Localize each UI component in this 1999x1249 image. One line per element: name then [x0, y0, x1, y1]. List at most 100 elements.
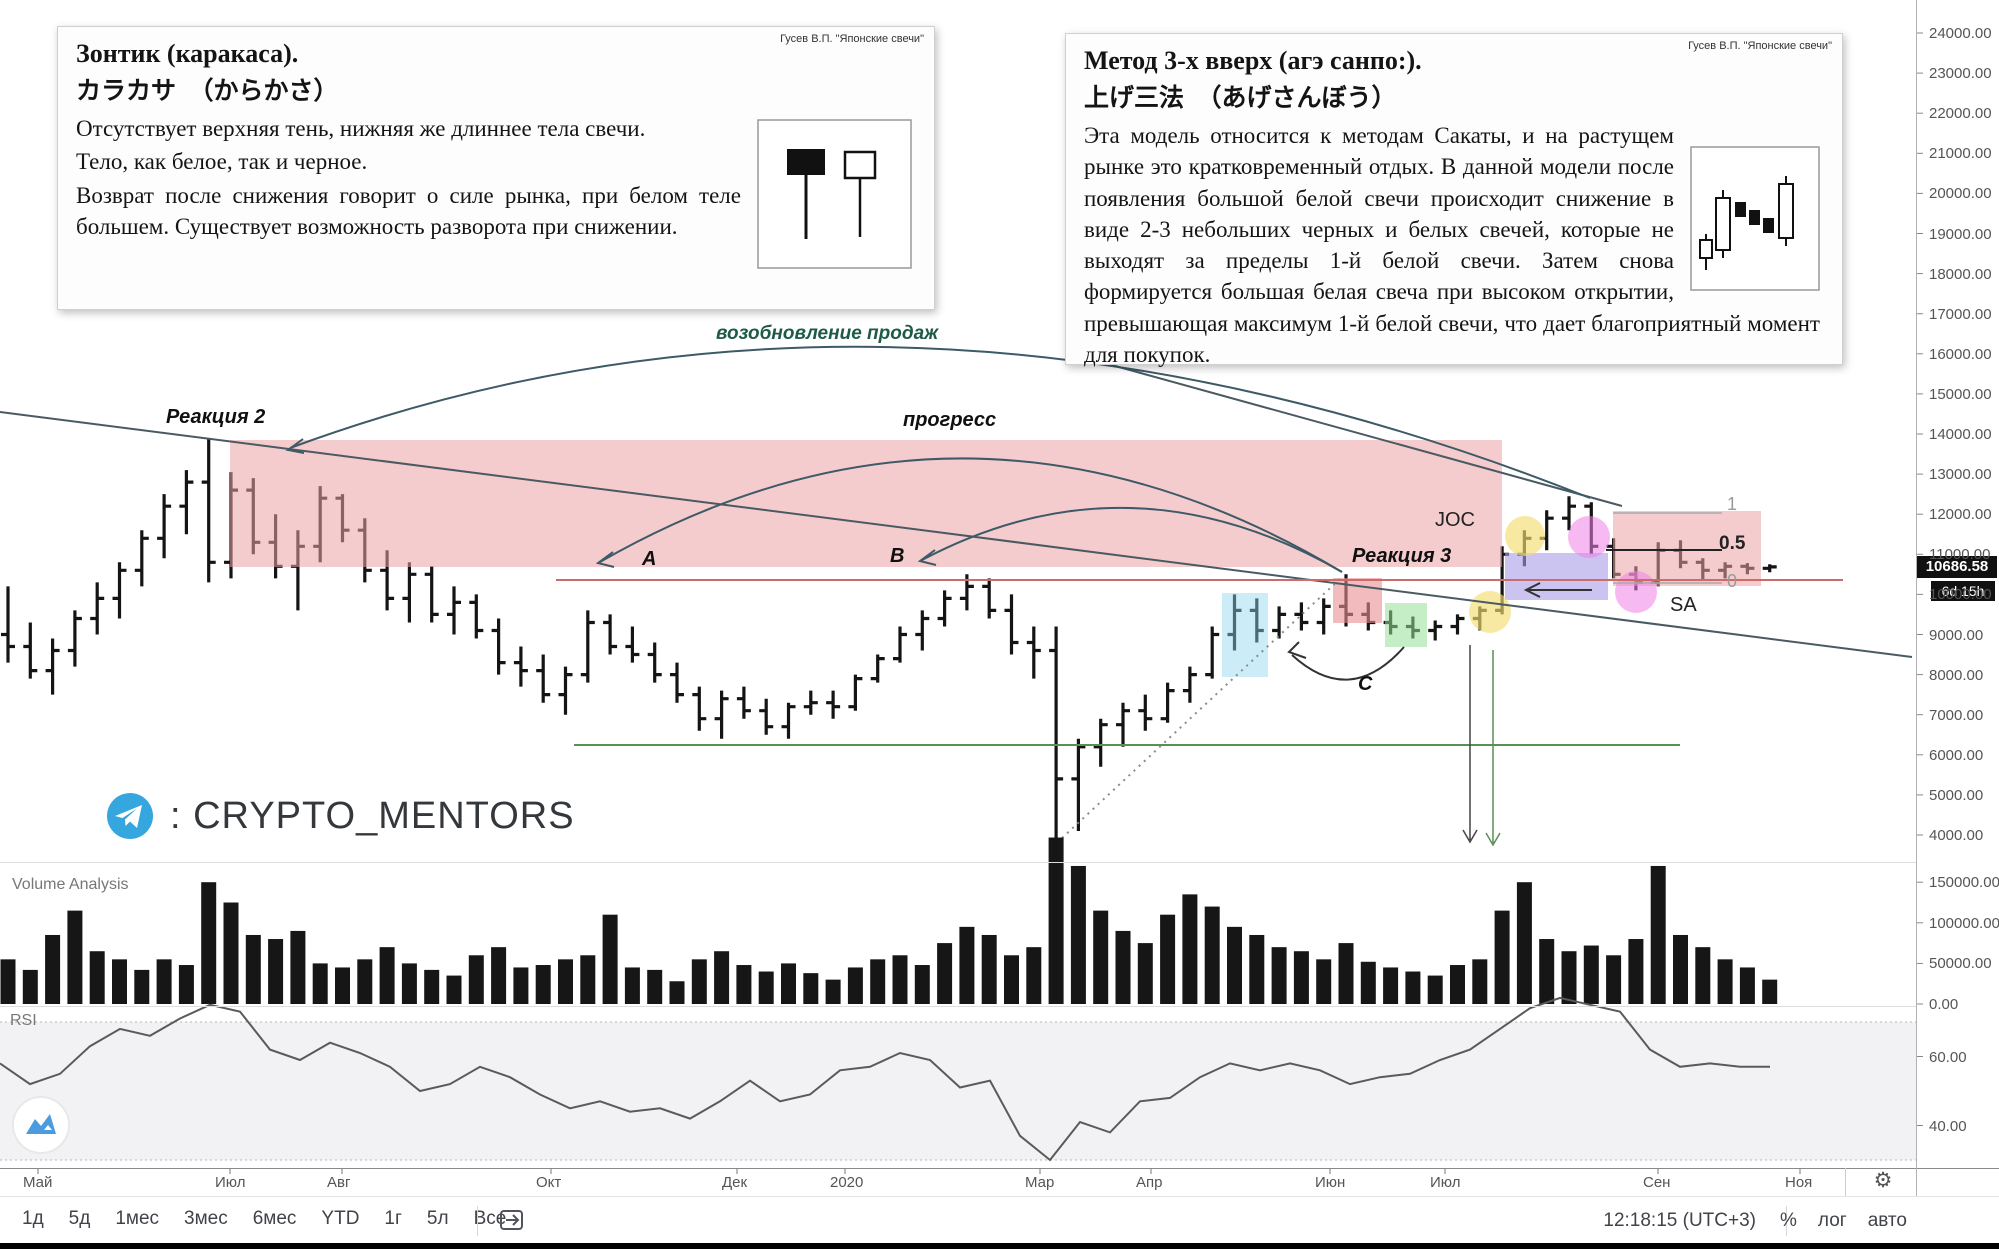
note1-paragraph: Отсутствует верхняя тень, нижняя же длин…	[76, 116, 646, 141]
volume-bar	[1673, 934, 1688, 1004]
range-button-5л[interactable]: 5л	[426, 1208, 449, 1229]
arrow-left-purple-box	[1523, 582, 1592, 598]
range-button-3мес[interactable]: 3мес	[184, 1208, 228, 1229]
volume-bar	[1070, 865, 1086, 1004]
range-button-1д[interactable]: 1д	[22, 1208, 44, 1229]
pane-separator[interactable]	[0, 862, 1916, 863]
price-tick-label: 13000.00	[1929, 466, 1992, 484]
pane-separator[interactable]	[0, 1006, 1916, 1007]
volume-bar	[1360, 961, 1376, 1004]
volume-bar	[401, 963, 417, 1004]
volume-bar	[312, 963, 328, 1004]
time-tick-label: Сен	[1643, 1174, 1671, 1191]
trendline-2	[1107, 363, 1623, 507]
volume-bar	[1271, 947, 1287, 1004]
karakasa-diagram	[757, 119, 912, 269]
highlight-circle	[1505, 516, 1545, 556]
volume-bar	[357, 959, 373, 1004]
price-tick-label: 11000.00	[1929, 546, 1991, 564]
volume-bar	[22, 969, 38, 1004]
price-tick-label: 6000.00	[1929, 746, 1984, 764]
arc-C	[1287, 641, 1405, 681]
green-zone	[1385, 603, 1427, 647]
price-tick-label: 19000.00	[1929, 225, 1992, 243]
time-tick-label: 2020	[830, 1174, 864, 1191]
volume-bar	[1606, 955, 1622, 1004]
price-tick-label: 14000.00	[1929, 426, 1992, 443]
session-clock[interactable]: 12:18:15 (UTC+3)	[1603, 1210, 1756, 1231]
volume-bar	[758, 971, 774, 1004]
range-button-5д[interactable]: 5д	[68, 1208, 91, 1229]
volume-bar	[1249, 934, 1265, 1004]
range-buttons: 1д 5д 1мес 3мес 6мес YTD 1г 5л Все	[22, 1208, 506, 1230]
volume-bar	[45, 934, 61, 1004]
price-tick-label: 5000.00	[1929, 786, 1984, 804]
range-button-1мес[interactable]: 1мес	[115, 1208, 160, 1229]
highlight-circle	[1469, 591, 1511, 633]
volume-bar	[937, 943, 953, 1004]
rsi-pane-title: RSI	[10, 1012, 37, 1029]
volume-bar	[1561, 951, 1577, 1004]
scale-button-%[interactable]: %	[1779, 1210, 1797, 1231]
telegram-icon	[107, 793, 153, 839]
cyan-zone	[1222, 593, 1268, 677]
go-to-date-icon[interactable]	[497, 1205, 527, 1235]
price-tick-label: 22000.00	[1929, 105, 1992, 123]
volume-bar	[446, 975, 462, 1004]
volume-bar	[981, 934, 997, 1004]
bottom-toolbar: 1д 5д 1мес 3мес 6мес YTD 1г 5л Все 12:18:15 (UTC…	[0, 1196, 1999, 1244]
volume-bar	[1316, 959, 1332, 1004]
annotation-b: B	[890, 545, 905, 567]
price-tick-label: 8000.00	[1929, 666, 1984, 684]
price-tick-label: 16000.00	[1929, 345, 1992, 363]
volume-bar	[491, 947, 507, 1004]
range-button-1г[interactable]: 1г	[384, 1208, 402, 1229]
time-tick-label: Апр	[1136, 1174, 1163, 1191]
volume-bar	[1650, 865, 1666, 1004]
time-tick-label: Дек	[722, 1174, 748, 1191]
annotation-реакция-3: Реакция 3	[1352, 545, 1452, 567]
volume-bar	[870, 959, 886, 1004]
price-tick-label: 17000.00	[1929, 305, 1992, 323]
volume-bar	[1494, 910, 1510, 1004]
volume-bar	[134, 969, 150, 1004]
range-button-6мес[interactable]: 6мес	[252, 1208, 297, 1229]
volume-bar	[1026, 947, 1042, 1004]
volume-bar	[781, 963, 796, 1004]
supply-zone	[230, 440, 1502, 567]
volume-bar	[290, 930, 306, 1004]
volume-bar	[1762, 979, 1778, 1004]
gear-icon[interactable]: ⚙	[1873, 1169, 1893, 1192]
volume-bar	[1695, 947, 1711, 1004]
scale-button-авто[interactable]: авто	[1867, 1210, 1907, 1231]
volume-bar	[1115, 930, 1131, 1004]
volume-bar	[647, 969, 663, 1004]
pullback-zone	[1505, 553, 1608, 600]
volume-bar	[736, 965, 752, 1004]
rsi-band	[0, 1022, 1916, 1160]
volume-bar	[223, 902, 239, 1004]
price-tick-label: 12000.00	[1929, 506, 1992, 524]
arc-progress-B	[917, 506, 1343, 573]
volume-bar	[825, 979, 841, 1004]
note1-title-ru: Зонтик (каракаса).	[76, 39, 299, 68]
note1-paragraph: Тело, как белое, так и черное.	[76, 149, 368, 175]
range-button-Все[interactable]: Все	[473, 1208, 507, 1229]
arc-resume-sales	[285, 345, 1591, 499]
volume-bar	[0, 959, 16, 1004]
rsi-tick-label: 60.00	[1929, 1048, 1967, 1066]
time-axis-line	[0, 1168, 1999, 1169]
volume-bar	[1182, 894, 1198, 1004]
scale-buttons: % лог авто	[1780, 1210, 1907, 1232]
volume-bar	[1583, 945, 1599, 1004]
time-tick-label: Май	[23, 1174, 53, 1191]
annotation-c: C	[1358, 673, 1373, 695]
scale-button-лог[interactable]: лог	[1817, 1210, 1847, 1231]
rsi-tick-label: 40.00	[1929, 1117, 1967, 1135]
arrow-down-black	[1462, 645, 1478, 844]
volume-bar	[803, 973, 819, 1004]
note-source: Гусев В.П. "Японские свечи"	[780, 33, 924, 45]
range-button-YTD[interactable]: YTD	[321, 1208, 360, 1229]
